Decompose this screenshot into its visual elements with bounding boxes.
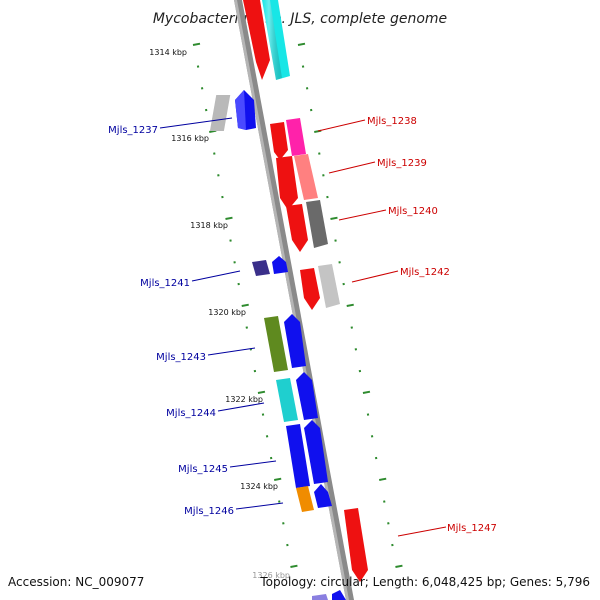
gene-label-mjls-1239[interactable]: Mjls_1239 [377, 158, 427, 169]
gene-labels-reverse: Mjls_1238 Mjls_1239 Mjls_1240 Mjls_1242 … [367, 116, 497, 534]
gene-box-cyan-1244[interactable] [276, 378, 298, 422]
scale-label-1324: 1324 kbp [240, 482, 278, 491]
right-tick-mark [395, 564, 403, 568]
right-tick-mark [379, 477, 387, 481]
gene-arrow-red-1239[interactable] [276, 156, 298, 210]
gene-label-mjls-1242[interactable]: Mjls_1242 [400, 267, 450, 278]
gene-arrow-red-1240[interactable] [286, 204, 308, 252]
left-tick-mark [241, 303, 249, 307]
accession-text: Accession: NC_009077 [8, 575, 144, 589]
gene-arrow-blue-1246[interactable] [314, 484, 332, 508]
gene-arrow-red-1247[interactable] [344, 508, 368, 582]
gene-box-silver-1242[interactable] [318, 264, 340, 308]
gene-box-blue-1245[interactable] [286, 424, 310, 488]
gene-label-mjls-1237[interactable]: Mjls_1237 [108, 125, 158, 136]
scale-label-1322: 1322 kbp [225, 395, 263, 404]
gene-features [209, 0, 368, 600]
scale-label-1320: 1320 kbp [208, 308, 246, 317]
left-tick-mark [257, 390, 266, 394]
gene-arrow-blue-1244[interactable] [296, 372, 318, 420]
gene-label-mjls-1244[interactable]: Mjls_1244 [166, 408, 216, 419]
gene-arrow-red-1242[interactable] [300, 268, 320, 310]
gene-label-mjls-1238[interactable]: Mjls_1238 [367, 116, 417, 127]
gene-box-navy-1241[interactable] [252, 260, 270, 276]
gene-box-pink-1239[interactable] [294, 154, 318, 200]
gene-box-magenta-1238[interactable] [286, 118, 306, 156]
left-tick-mark [225, 216, 233, 220]
gene-label-mjls-1247[interactable]: Mjls_1247 [447, 523, 497, 534]
gene-box-gray-1240[interactable] [306, 200, 328, 248]
scale-label-1318: 1318 kbp [190, 221, 228, 230]
left-tick-mark [274, 477, 282, 481]
gene-labels-forward: Mjls_1237 Mjls_1241 Mjls_1243 Mjls_1244 … [108, 125, 234, 517]
gene-arrow-red-top[interactable] [243, 0, 270, 80]
gene-label-mjls-1241[interactable]: Mjls_1241 [140, 278, 190, 289]
right-tick-mark [297, 42, 306, 46]
gene-box-bottom-1[interactable] [312, 594, 328, 600]
right-tick-mark [330, 216, 338, 220]
gene-arrow-bottom-2[interactable] [332, 590, 346, 600]
gene-arrow-blue-1241[interactable] [272, 256, 288, 274]
gene-box-olive-1243[interactable] [264, 316, 288, 372]
scale-ticks [192, 42, 403, 568]
gene-leaders [159, 117, 447, 537]
gene-arrow-red-1238[interactable] [270, 122, 288, 160]
gene-label-mjls-1245[interactable]: Mjls_1245 [178, 464, 228, 475]
gene-label-mjls-1240[interactable]: Mjls_1240 [388, 206, 438, 217]
gene-box-gray-1237[interactable] [209, 95, 231, 131]
topology-text: Topology: circular; Length: 6,048,425 bp… [259, 575, 590, 589]
gene-label-mjls-1246[interactable]: Mjls_1246 [184, 506, 234, 517]
scale-label-1326: 1326 kbp [252, 571, 290, 580]
gene-label-mjls-1243[interactable]: Mjls_1243 [156, 352, 206, 363]
scale-label-1314: 1314 kbp [149, 48, 187, 57]
gene-box-orange-1246[interactable] [296, 486, 314, 512]
right-tick-mark [362, 390, 371, 394]
scale-labels: 1314 kbp 1316 kbp 1318 kbp 1320 kbp 1322… [149, 48, 290, 580]
gene-arrow-blue-1243[interactable] [284, 314, 306, 368]
scale-label-1316: 1316 kbp [171, 134, 209, 143]
left-tick-mark [290, 564, 298, 568]
right-tick-mark [346, 303, 354, 307]
gene-arrow-blue-1245[interactable] [304, 420, 328, 484]
left-tick-mark [192, 42, 201, 46]
map-title: Mycobacterium sp. JLS, complete genome [153, 11, 447, 27]
